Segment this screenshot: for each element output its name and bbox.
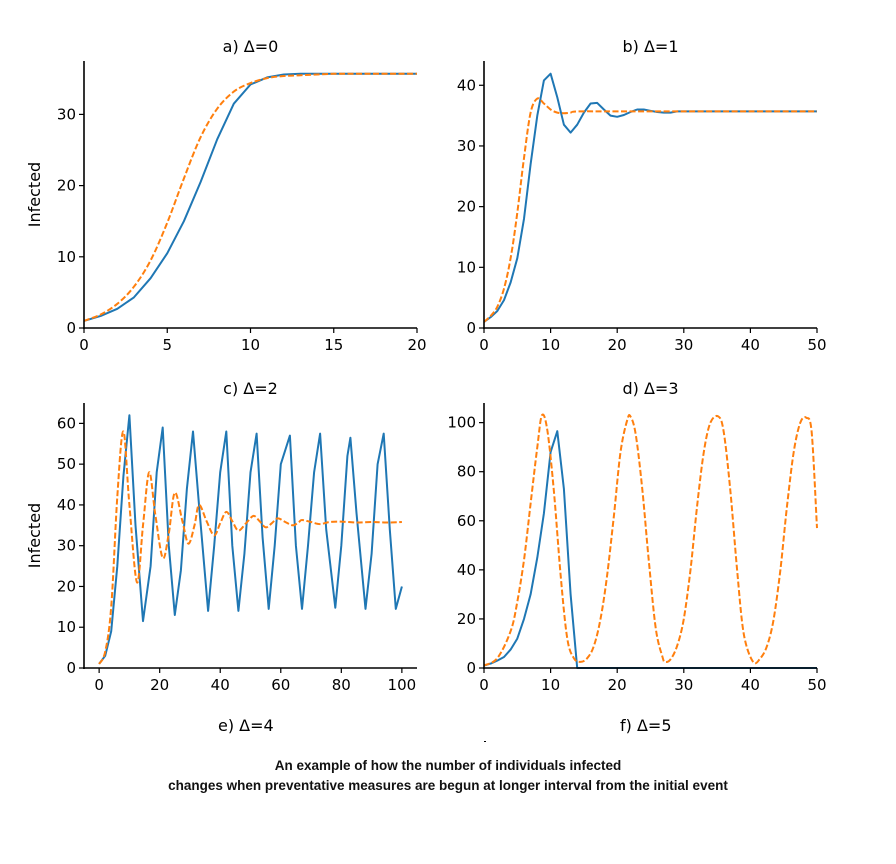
y-axis-label: Infected	[25, 503, 44, 568]
y-tick-label: 20	[57, 577, 76, 595]
x-tick-label: 20	[407, 336, 426, 354]
y-tick-label: 0	[66, 319, 76, 337]
x-tick-label: 100	[388, 676, 417, 694]
figure-caption-line-2: changes when preventative measures are b…	[168, 778, 728, 793]
y-tick-label: 10	[57, 248, 76, 266]
x-tick-label: 0	[479, 676, 489, 694]
y-tick-label: 60	[457, 512, 476, 530]
y-tick-label: 30	[57, 105, 76, 123]
panel-f-label: f) Δ=5	[620, 716, 672, 735]
x-tick-label: 0	[479, 336, 489, 354]
panel-a: a) Δ=0 Infected 0 5 10 15 20 0 10 20 30	[25, 37, 427, 354]
x-tick-label: 50	[807, 336, 826, 354]
y-tick-label: 40	[457, 561, 476, 579]
x-tick-label: 80	[332, 676, 351, 694]
series-line-solid	[98, 414, 403, 665]
panel-title: b) Δ=1	[622, 37, 678, 56]
panel-b: b) Δ=1 0 10 20 30 40 50 0 10 20 30 40	[457, 37, 827, 354]
y-axis-label: Infected	[25, 162, 44, 227]
panel-d: d) Δ=3 0 10 20 30 40 50 0 20 40 60 80 100	[447, 379, 826, 694]
y-tick-label: 50	[57, 455, 76, 473]
y-tick-label: 100	[447, 414, 476, 432]
panel-title: c) Δ=2	[223, 379, 278, 398]
y-tick-label: 30	[457, 137, 476, 155]
stray-dot	[484, 741, 486, 742]
x-tick-label: 0	[79, 336, 89, 354]
x-tick-label: 0	[94, 676, 104, 694]
x-tick-label: 5	[162, 336, 172, 354]
panel-title: a) Δ=0	[223, 37, 279, 56]
x-tick-label: 50	[807, 676, 826, 694]
y-tick-label: 40	[457, 76, 476, 94]
x-tick-label: 40	[211, 676, 230, 694]
x-tick-label: 10	[241, 336, 260, 354]
figure-caption-line-1: An example of how the number of individu…	[274, 758, 622, 773]
series-line-dashed	[83, 72, 417, 322]
series-line-solid	[483, 430, 817, 669]
panel-title: d) Δ=3	[622, 379, 678, 398]
x-tick-label: 40	[741, 676, 760, 694]
x-tick-label: 40	[741, 336, 760, 354]
y-tick-label: 0	[466, 659, 476, 677]
series-line-dashed	[483, 413, 818, 667]
y-tick-label: 80	[457, 463, 476, 481]
y-tick-label: 0	[66, 659, 76, 677]
series-line-solid	[83, 72, 417, 322]
x-tick-label: 10	[541, 676, 560, 694]
series-line-dashed	[483, 97, 817, 323]
x-tick-label: 15	[324, 336, 343, 354]
y-tick-label: 0	[466, 319, 476, 337]
x-tick-label: 20	[608, 676, 627, 694]
y-tick-label: 10	[57, 618, 76, 636]
x-tick-label: 20	[608, 336, 627, 354]
panel-e-label: e) Δ=4	[218, 716, 274, 735]
y-tick-label: 20	[57, 177, 76, 195]
y-tick-label: 40	[57, 496, 76, 514]
y-tick-label: 20	[457, 198, 476, 216]
x-tick-label: 30	[674, 676, 693, 694]
x-tick-label: 60	[271, 676, 290, 694]
y-tick-label: 20	[457, 610, 476, 628]
y-tick-label: 10	[457, 258, 476, 276]
y-tick-label: 30	[57, 537, 76, 555]
panel-c: c) Δ=2 Infected 0 20 40 60 80 100 0 10 20 30 40 50 60	[25, 379, 417, 694]
x-tick-label: 30	[674, 336, 693, 354]
x-tick-label: 20	[150, 676, 169, 694]
y-tick-label: 60	[57, 414, 76, 432]
x-tick-label: 10	[541, 336, 560, 354]
series-line-dashed	[98, 430, 402, 665]
